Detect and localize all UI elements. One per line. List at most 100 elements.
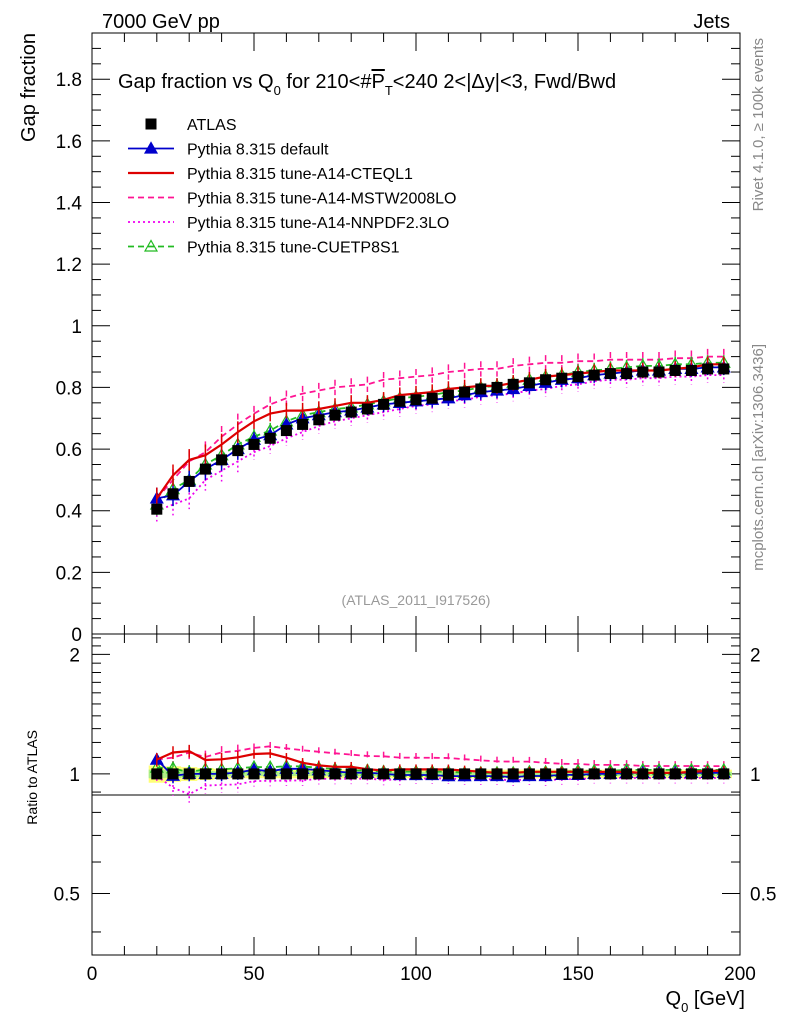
ratio-atlas-point (556, 768, 568, 780)
legend-marker (143, 141, 159, 154)
main-atlas-point (637, 366, 649, 378)
ratio-atlas-point (588, 768, 600, 780)
main-atlas-point (378, 398, 390, 410)
ratio-atlas-point (151, 768, 163, 780)
ratio-atlas-point (183, 768, 195, 780)
main-atlas-point (167, 488, 179, 500)
ratio-atlas-point (604, 768, 616, 780)
x-tick-label: 150 (562, 964, 594, 985)
ratio-atlas-point (410, 768, 422, 780)
main-atlas-point (572, 371, 584, 383)
x-tick-label: 200 (724, 964, 756, 985)
ratio-atlas-point (669, 768, 681, 780)
main-series-line (156, 366, 724, 500)
legend: ATLAS Pythia 8.315 default Pythia 8.315 tu… (128, 117, 456, 257)
legend-label: Pythia 8.315 tune-A14-NNPDF2.3LO (187, 215, 449, 232)
main-atlas-point (426, 392, 438, 404)
main-series-line (155, 363, 724, 500)
y-tick-label: 0.2 (56, 563, 82, 584)
main-series-line (156, 355, 724, 499)
main-atlas-point (459, 386, 471, 398)
chart-title: Gap fraction vs Q0 for 210<#PT<240 2<|Δy… (118, 71, 616, 98)
main-atlas-point (702, 363, 714, 375)
main-atlas-point (216, 454, 228, 466)
ratio-atlas-point (361, 768, 373, 780)
ratio-atlas-point (475, 768, 487, 780)
ratio-atlas-point (264, 768, 276, 780)
ratio-tick-label-right: 2 (750, 645, 761, 666)
main-atlas-point (183, 475, 195, 487)
ratio-atlas-point (491, 768, 503, 780)
y-tick-label: 0.4 (56, 502, 83, 523)
y-tick-label: 0 (71, 625, 82, 646)
x-axis-label: Q0 [GeV] (666, 988, 746, 1015)
main-atlas-point (523, 377, 535, 389)
ratio-atlas-point (394, 768, 406, 780)
ratio-atlas-point (297, 768, 309, 780)
ratio-series (149, 741, 731, 803)
header-jets: Jets (693, 11, 730, 33)
main-atlas-point (297, 418, 309, 430)
main-y-axis: 0 0.2 0.4 0.6 0.8 1 1.2 1.4 1.6 1.8 (56, 47, 740, 646)
main-atlas-point (588, 369, 600, 381)
ratio-atlas-point (653, 768, 665, 780)
y-tick-label: 1.6 (56, 132, 82, 153)
main-atlas-point (361, 403, 373, 415)
main-atlas-point (329, 409, 341, 421)
main-atlas-point (248, 438, 260, 450)
analysis-id: (ATLAS_2011_I917526) (342, 592, 491, 608)
main-series (149, 348, 731, 522)
ratio-atlas-point (167, 768, 179, 780)
main-atlas-point (556, 372, 568, 384)
ratio-atlas-point (426, 768, 438, 780)
main-atlas-point (442, 389, 454, 401)
ratio-atlas-point (248, 768, 260, 780)
x-axis: 0 50 100 150 200 (87, 33, 756, 985)
main-atlas-point (491, 381, 503, 393)
y-axis-label: Gap fraction (18, 33, 40, 142)
ratio-atlas-point (572, 768, 584, 780)
ratio-atlas-point (199, 768, 211, 780)
y-tick-label: 1 (71, 317, 82, 338)
main-atlas-point (232, 445, 244, 457)
x-tick-label: 0 (87, 964, 98, 985)
y-tick-label: 1.2 (56, 255, 82, 276)
ratio-atlas-point (216, 768, 228, 780)
ratio-atlas-point (718, 768, 730, 780)
ratio-atlas-point (313, 768, 325, 780)
ratio-y-axis-label: Ratio to ATLAS (24, 730, 40, 825)
main-atlas-point (345, 406, 357, 418)
ratio-atlas-point (637, 768, 649, 780)
ratio-atlas-point (540, 768, 552, 780)
ratio-atlas-point (523, 768, 535, 780)
main-series-line (156, 361, 724, 506)
main-atlas-point (685, 364, 697, 376)
legend-label: ATLAS (187, 117, 237, 134)
y-tick-label: 0.6 (56, 440, 82, 461)
main-atlas-point (540, 374, 552, 386)
legend-marker-atlas (145, 118, 157, 130)
ratio-y-axis: 0.5 0.5 1 1 2 2 (54, 637, 776, 933)
main-atlas-point (653, 366, 665, 378)
main-atlas-point (199, 463, 211, 475)
main-atlas-point (264, 432, 276, 444)
ratio-atlas-point (345, 768, 357, 780)
ratio-atlas-point (459, 768, 471, 780)
ratio-tick-label-right: 1 (750, 765, 761, 786)
main-atlas-point (151, 503, 163, 515)
main-atlas-point (507, 378, 519, 390)
main-atlas-point (604, 368, 616, 380)
ratio-atlas-point (442, 768, 454, 780)
main-atlas-point (669, 364, 681, 376)
ratio-tick-label-right: 0.5 (750, 884, 776, 905)
ratio-atlas-point (621, 768, 633, 780)
ratio-atlas-point (232, 768, 244, 780)
header-energy: 7000 GeV pp (102, 11, 220, 33)
legend-label: Pythia 8.315 tune-CUETP8S1 (187, 240, 400, 257)
main-atlas-point (280, 425, 292, 437)
ratio-series-line (156, 745, 724, 767)
ratio-atlas-point (507, 768, 519, 780)
x-tick-label: 50 (243, 964, 264, 985)
main-atlas-point (394, 395, 406, 407)
